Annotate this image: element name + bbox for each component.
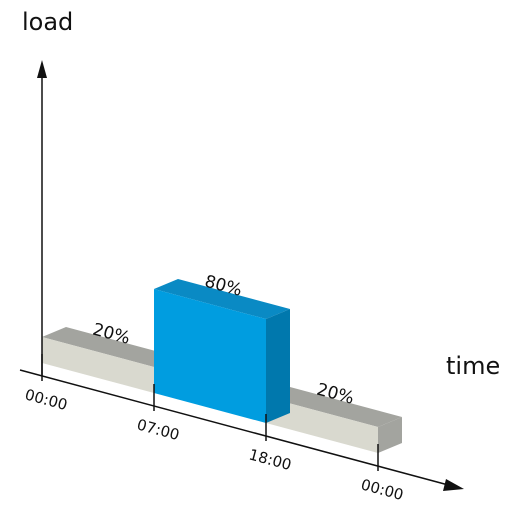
bar-top-2 — [266, 387, 402, 428]
x-tick-label-0: 00:00 — [23, 385, 69, 414]
bar-side-2 — [378, 417, 402, 454]
x-axis — [19, 369, 453, 487]
x-axis-arrow — [443, 479, 464, 491]
bars-layer — [42, 279, 402, 454]
x-tick-label-2: 18:00 — [247, 445, 293, 474]
x-tick-label-1: 07:00 — [135, 415, 181, 444]
y-axis-title: load — [22, 8, 73, 36]
y-axis-arrow — [37, 60, 47, 78]
bar-front-1 — [154, 289, 266, 424]
bar-top-0 — [42, 327, 178, 368]
bar-front-0 — [42, 337, 154, 394]
bar-side-1 — [266, 309, 290, 424]
x-axis-title: time — [446, 352, 500, 380]
x-tick-label-3: 00:00 — [359, 475, 405, 504]
bar-top-1 — [154, 279, 290, 320]
bar-front-2 — [266, 397, 378, 454]
